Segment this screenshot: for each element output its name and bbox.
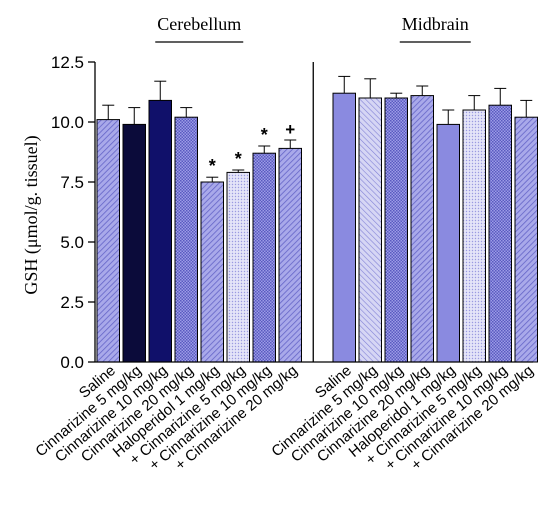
bars-layer (96, 92, 538, 363)
y-axis-label: GSH (μmol/g. tissuel) (21, 135, 42, 294)
significance-marker-0-5: * (235, 149, 242, 169)
bar-0-6 (252, 152, 276, 363)
bar-1-4 (436, 123, 460, 363)
bar-0-3 (174, 116, 198, 363)
y-tick-label-4: 10.0 (51, 113, 84, 132)
bar-0-0 (96, 119, 120, 363)
group-titles: Cerebellum Midbrain (155, 14, 471, 43)
bar-0-7 (278, 147, 302, 363)
bar-0-4 (200, 181, 224, 363)
axes (94, 62, 533, 363)
y-tick-label-0: 0.0 (60, 353, 84, 372)
bar-0-5 (226, 171, 250, 363)
y-tick-label-2: 5.0 (60, 233, 84, 252)
significance-marker-0-4: * (209, 156, 216, 176)
bar-0-1 (122, 123, 146, 363)
significance-markers-layer: * * * + (209, 120, 296, 176)
significance-marker-0-7: + (285, 120, 295, 139)
bar-1-1 (358, 97, 382, 363)
bar-1-0 (332, 92, 356, 363)
bar-1-2 (384, 97, 408, 363)
y-tick-label-1: 2.5 (60, 293, 84, 312)
bar-1-6 (488, 104, 512, 363)
bar-1-7 (514, 116, 538, 363)
group-title-0: Cerebellum (157, 14, 241, 34)
y-tick-label-5: 12.5 (51, 53, 84, 72)
significance-marker-0-6: * (261, 125, 268, 145)
error-bars-layer (102, 75, 533, 182)
bar-1-3 (410, 95, 434, 363)
y-ticks: 0.0 2.5 5.0 7.5 10.0 12.5 (51, 53, 95, 372)
bar-0-2 (148, 99, 172, 363)
y-tick-label-3: 7.5 (60, 173, 84, 192)
bar-1-5 (462, 109, 486, 363)
group-title-1: Midbrain (402, 14, 469, 34)
